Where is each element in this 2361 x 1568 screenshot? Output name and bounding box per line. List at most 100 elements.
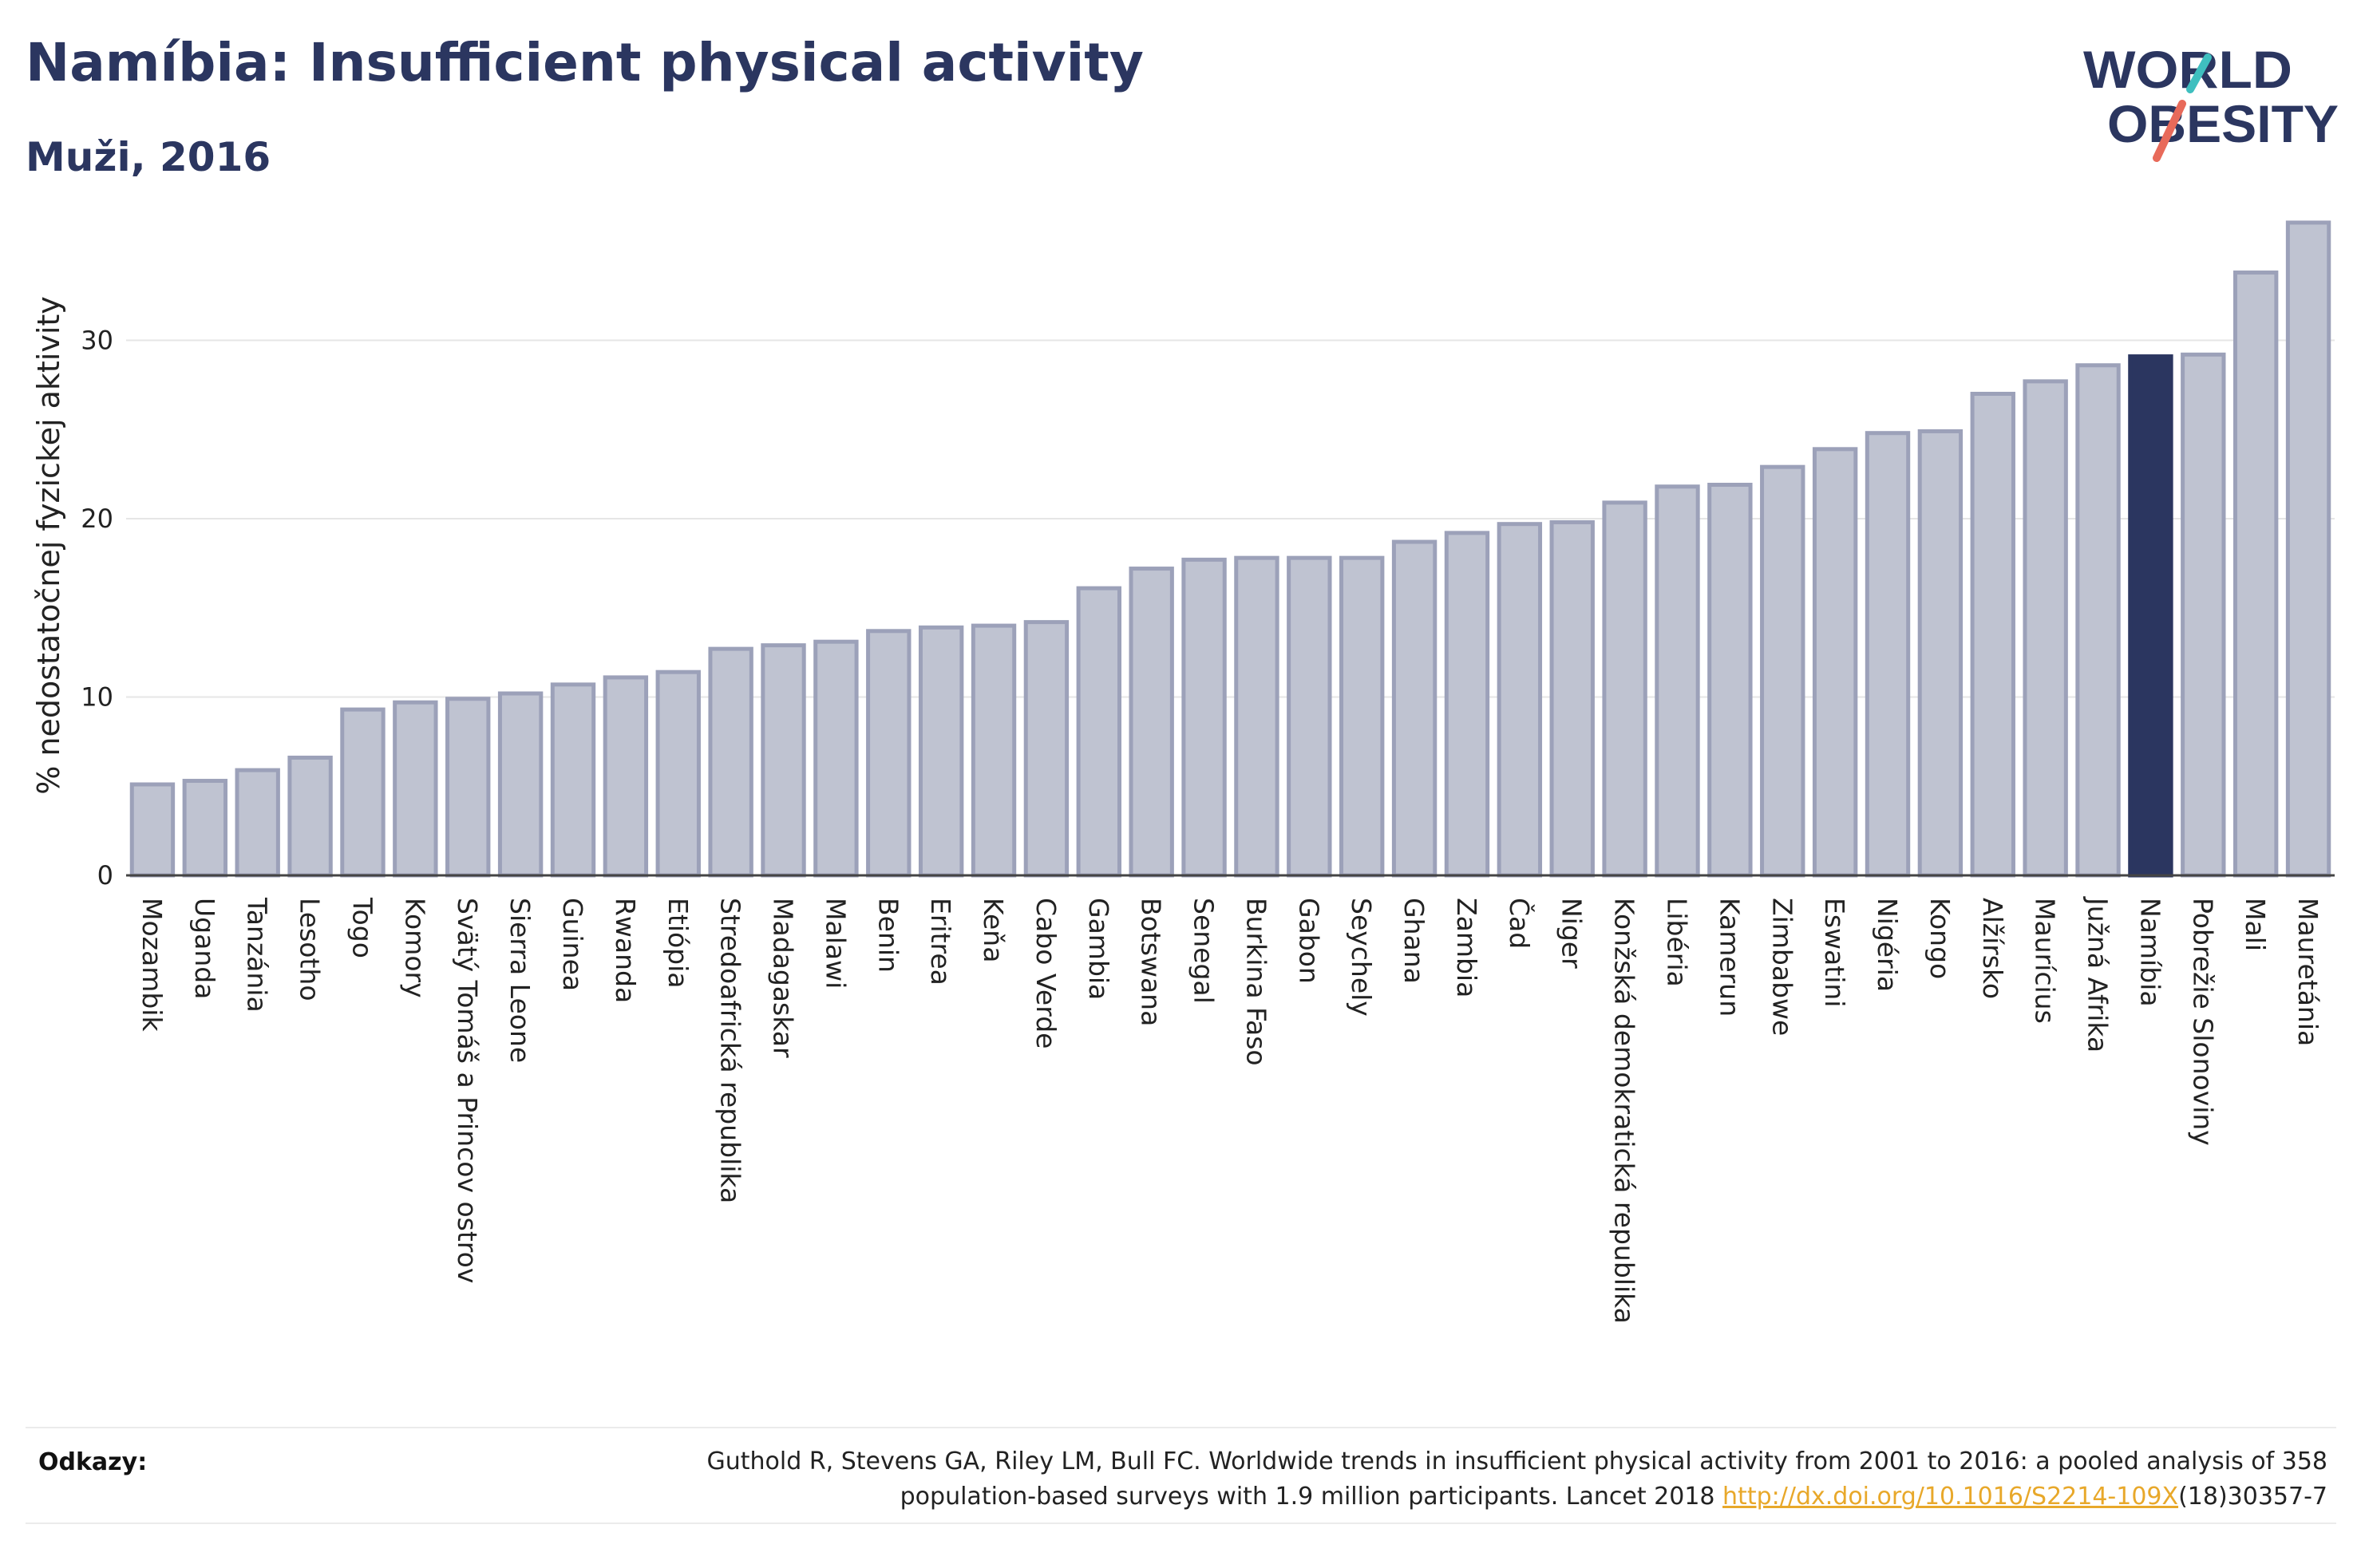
bar — [1549, 519, 1595, 878]
bar — [1812, 447, 1858, 878]
bar — [866, 629, 912, 878]
x-tick-label: Mali — [2240, 898, 2271, 951]
bar — [1287, 555, 1332, 878]
x-tick-label: Gabon — [1293, 898, 1324, 984]
bar — [2128, 354, 2173, 878]
x-tick-label: Zambia — [1451, 898, 1482, 997]
bar — [1760, 464, 1805, 878]
x-tick-label: Južná Afrika — [2082, 896, 2114, 1053]
page-subtitle: Muži, 2016 — [26, 134, 271, 180]
bar — [2075, 363, 2121, 878]
x-tick-label: Benin — [872, 898, 904, 973]
page-title: Namíbia: Insufficient physical activity — [26, 32, 1144, 93]
bar — [1391, 539, 1438, 878]
x-tick-label: Malawi — [820, 898, 851, 989]
y-axis-label: % nedostatočnej fyzickej aktivity — [31, 296, 66, 795]
bar — [2285, 220, 2331, 878]
bar — [445, 697, 491, 878]
bar — [813, 639, 859, 878]
bar — [393, 700, 438, 878]
bar — [129, 782, 176, 878]
x-tick-label: Maurícius — [2030, 898, 2061, 1024]
bar — [1602, 500, 1647, 878]
x-tick-label: Tanzánia — [242, 897, 273, 1013]
bar — [1339, 555, 1385, 878]
x-tick-label: Ghana — [1398, 898, 1430, 984]
x-tick-label: Rwanda — [610, 898, 641, 1003]
x-tick-label: Guinea — [557, 898, 588, 991]
x-tick-label: Eritrea — [925, 898, 956, 985]
bar — [235, 768, 280, 878]
x-tick-label: Alžírsko — [1977, 898, 2008, 999]
x-tick-label: Seychely — [1346, 898, 1377, 1017]
references-doi-link[interactable]: http://dx.doi.org/10.1016/S2214-109X — [1722, 1483, 2179, 1511]
bar — [287, 755, 333, 878]
bar — [550, 682, 596, 878]
bar — [2023, 379, 2068, 878]
bar — [1497, 522, 1543, 878]
x-tick-label: Čad — [1504, 898, 1536, 949]
bar — [1181, 557, 1227, 878]
bar — [918, 625, 964, 878]
bar — [1865, 431, 1911, 878]
logo-line2: OBESITY — [2107, 94, 2339, 153]
x-tick-label: Botswana — [1136, 898, 1167, 1026]
logo-slash-coral — [2153, 100, 2186, 162]
x-tick-label: Uganda — [189, 898, 220, 999]
x-tick-label: Etiópia — [662, 898, 694, 989]
bar — [1234, 555, 1279, 878]
footer-divider-bottom — [26, 1523, 2336, 1524]
references-line1: Guthold R, Stevens GA, Riley LM, Bull FC… — [706, 1448, 2327, 1475]
x-tick-label: Namíbia — [2134, 898, 2165, 1007]
references-text: Guthold R, Stevens GA, Riley LM, Bull FC… — [412, 1444, 2327, 1515]
x-tick-label: Burkina Faso — [1240, 898, 1271, 1066]
x-tick-label: Niger — [1556, 898, 1588, 969]
x-tick-label: Keňa — [978, 898, 1009, 962]
bar-chart: 0 10 20 30 % nedostatočnej fyzickej aktivity… — [31, 220, 2335, 1324]
x-tick-label: Pobrežie Slonoviny — [2187, 898, 2218, 1146]
x-tick-label: Stredoafrická republika — [715, 898, 746, 1203]
x-tick-label: Kamerun — [1714, 898, 1745, 1017]
y-tick-label: 10 — [81, 681, 113, 712]
bar — [1707, 483, 1753, 878]
y-tick-label: 0 — [97, 860, 113, 891]
bar — [2181, 352, 2226, 878]
footer-divider-top — [26, 1427, 2336, 1428]
x-tick-label: Komory — [399, 898, 430, 998]
x-tick-label: Kongo — [1924, 898, 1956, 979]
y-tick-label: 30 — [81, 325, 113, 355]
x-tick-label: Konžská demokratická republika — [1609, 898, 1640, 1324]
x-tick-label: Madagaskar — [768, 898, 799, 1058]
bar — [603, 675, 649, 878]
bar — [2232, 271, 2279, 878]
x-tick-label: Eswatini — [1819, 898, 1850, 1007]
x-tick-label: Nigéria — [1872, 898, 1903, 992]
bar — [1129, 567, 1174, 878]
references-label: Odkazy: — [38, 1448, 148, 1476]
bar — [1970, 392, 2015, 878]
x-tick-label: Mauretánia — [2292, 898, 2323, 1046]
x-tick-label: Senegal — [1188, 898, 1220, 1004]
references-line2-prefix: population-based surveys with 1.9 millio… — [900, 1483, 1723, 1511]
bar — [182, 779, 228, 878]
bar — [708, 646, 753, 878]
x-tick-label: Togo — [346, 897, 378, 958]
x-tick-label: Cabo Verde — [1030, 898, 1062, 1049]
bar — [340, 707, 386, 878]
bar — [761, 643, 806, 878]
bar — [1917, 429, 1964, 878]
references-line2-suffix: (18)30357-7 — [2178, 1483, 2327, 1511]
bar — [1655, 484, 1700, 878]
x-tick-label: Lesotho — [295, 898, 326, 1001]
x-tick-label: Mozambik — [136, 898, 168, 1032]
x-tick-label: Zimbabwe — [1766, 898, 1797, 1036]
x-tick-label: Gambia — [1083, 898, 1114, 1000]
y-tick-label: 20 — [81, 504, 113, 534]
x-tick-label: Sierra Leone — [504, 898, 536, 1063]
bar — [1444, 531, 1490, 878]
world-obesity-logo: WORLD OBESITY — [2083, 40, 2339, 162]
bar — [1076, 586, 1121, 878]
bar — [971, 623, 1017, 878]
bar — [1023, 620, 1070, 878]
bar — [497, 691, 544, 878]
